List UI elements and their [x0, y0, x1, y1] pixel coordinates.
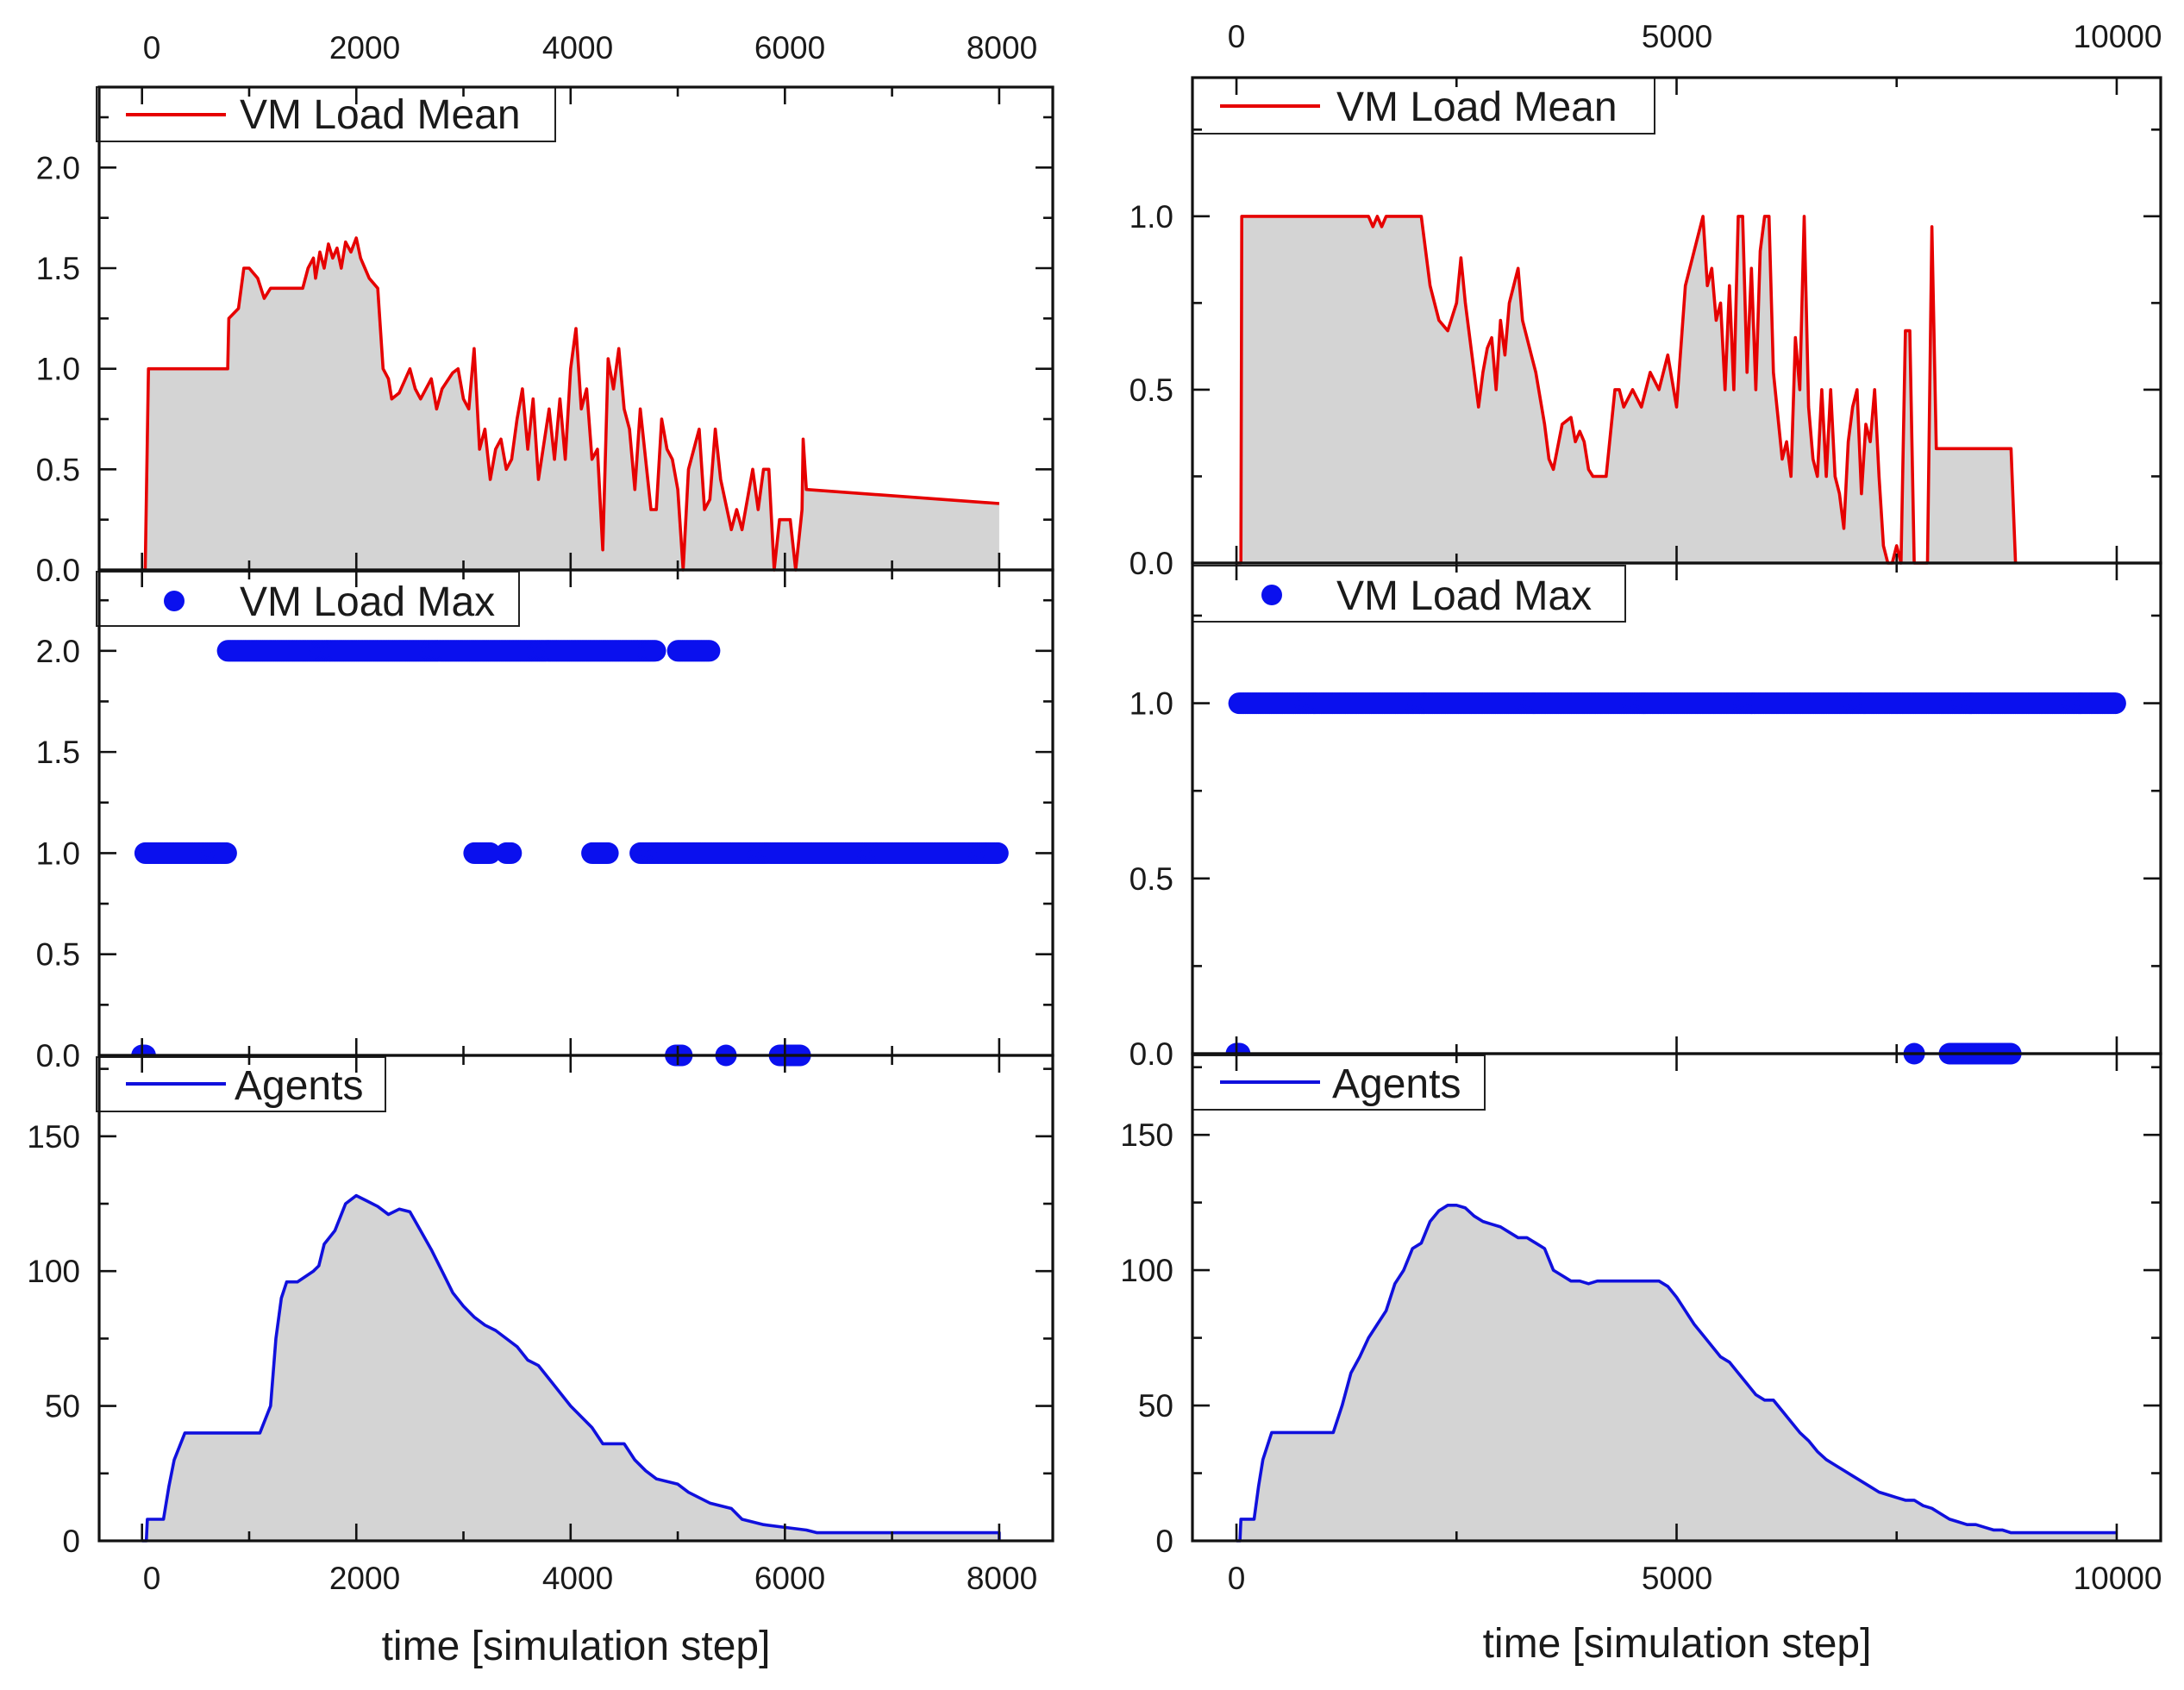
right-top-axis: 0 5000 10000 — [1228, 19, 2162, 54]
y-tick-label: 150 — [27, 1119, 80, 1155]
y-tick-label: 0.0 — [1130, 546, 1173, 581]
data-point — [644, 640, 666, 662]
y-tick-label: 1.0 — [1130, 199, 1173, 235]
series-area-fill — [141, 238, 999, 570]
y-tick-label: 0.0 — [1130, 1036, 1173, 1072]
left-max-panel: VM Load Max 0.0 0.5 1.0 1.5 2.0 — [36, 568, 1054, 1073]
left-top-tick-label: 2000 — [329, 30, 400, 66]
data-point — [215, 842, 237, 864]
left-x-axis-title: time [simulation step] — [382, 1624, 771, 1669]
right-column: 0 5000 10000 VM Load Mean 0.00.51.0 VM L… — [1120, 19, 2162, 1667]
legend-label: Agents — [235, 1063, 363, 1109]
y-tick-label: 0.0 — [36, 553, 80, 588]
series-line — [1236, 215, 2018, 565]
left-top-tick-label: 0 — [143, 30, 161, 66]
series-line — [1236, 1204, 2117, 1543]
left-bottom-tick-label: 4000 — [542, 1561, 613, 1596]
y-tick-label: 0 — [1155, 1524, 1173, 1559]
y-tick-label: 100 — [27, 1254, 80, 1289]
y-tick-label: 100 — [1120, 1253, 1173, 1288]
series-line — [141, 1193, 1001, 1543]
right-max-panel: VM Load Max 0.0 0.5 1.0 — [1130, 561, 2162, 1072]
right-bottom-tick-label: 10000 — [2074, 1561, 2162, 1596]
legend-label: VM Load Max — [1336, 573, 1592, 619]
left-column: 0 2000 4000 6000 8000 VM Load Mean 0.0 0.… — [27, 30, 1054, 1669]
right-agents-panel: Agents 0 50 100 150 — [1120, 1052, 2162, 1559]
data-point — [986, 842, 1009, 864]
y-tick-label: 0 — [62, 1524, 80, 1559]
series-line — [141, 236, 1000, 572]
legend-label: VM Load Mean — [1336, 84, 1618, 130]
legend-marker-swatch — [1261, 585, 1282, 605]
y-tick-label: 2.0 — [36, 150, 80, 185]
right-top-tick-label: 0 — [1228, 19, 1246, 54]
legend-marker-swatch — [164, 591, 185, 611]
y-tick-label: 1.0 — [36, 352, 80, 387]
right-x-axis-title: time [simulation step] — [1483, 1621, 1872, 1667]
data-point — [479, 842, 501, 864]
legend-label: VM Load Mean — [240, 92, 521, 138]
y-tick-label: 2.0 — [36, 634, 80, 669]
right-top-tick-label: 10000 — [2074, 19, 2162, 54]
y-tick-label: 1.5 — [36, 251, 80, 286]
y-tick-label: 0.5 — [1130, 861, 1173, 897]
y-tick-label: 0.5 — [1130, 372, 1173, 408]
series-area-fill — [1236, 1205, 2117, 1541]
right-bottom-axis: 0 5000 10000 — [1228, 1561, 2162, 1596]
series-area-fill — [141, 1195, 999, 1541]
y-tick-label: 1.5 — [36, 735, 80, 770]
left-bottom-tick-label: 2000 — [329, 1561, 400, 1596]
data-point — [2104, 692, 2126, 715]
y-tick-label: 150 — [1120, 1117, 1173, 1153]
right-top-tick-label: 5000 — [1642, 19, 1712, 54]
left-bottom-tick-label: 0 — [143, 1561, 161, 1596]
legend-label: Agents — [1332, 1061, 1461, 1107]
data-point — [597, 842, 619, 864]
y-tick-label: 1.0 — [1130, 686, 1173, 722]
y-tick-label: 0.0 — [36, 1038, 80, 1073]
left-top-tick-label: 4000 — [542, 30, 613, 66]
legend-box — [1192, 1055, 1486, 1111]
left-bottom-tick-label: 6000 — [754, 1561, 825, 1596]
left-bottom-axis: 0 2000 4000 6000 8000 — [143, 1561, 1037, 1596]
left-bottom-tick-label: 8000 — [967, 1561, 1037, 1596]
data-point — [500, 842, 523, 864]
left-agents-panel: Agents 0 50 100 150 — [27, 1054, 1054, 1559]
left-top-axis: 0 2000 4000 6000 8000 — [143, 30, 1037, 66]
y-tick-label: 50 — [45, 1389, 80, 1424]
y-tick-label: 0.5 — [36, 937, 80, 973]
left-top-tick-label: 8000 — [967, 30, 1037, 66]
legend-label: VM Load Max — [240, 579, 495, 625]
y-tick-label: 1.0 — [36, 836, 80, 871]
y-tick-label: 0.5 — [36, 452, 80, 487]
plot-frame — [97, 1054, 1054, 1543]
plot-frame — [1191, 561, 2162, 1055]
right-mean-panel: VM Load Mean 0.0 0.5 1.0 — [1130, 76, 2162, 581]
data-point — [698, 640, 721, 662]
left-top-tick-label: 6000 — [754, 30, 825, 66]
right-bottom-tick-label: 0 — [1228, 1561, 1246, 1596]
y-tick-label: 50 — [1138, 1388, 1173, 1424]
left-mean-panel: VM Load Mean 0.0 0.5 1.0 1.5 2.0 — [36, 85, 1054, 588]
series-area-fill — [1236, 216, 2016, 563]
right-bottom-tick-label: 5000 — [1642, 1561, 1712, 1596]
